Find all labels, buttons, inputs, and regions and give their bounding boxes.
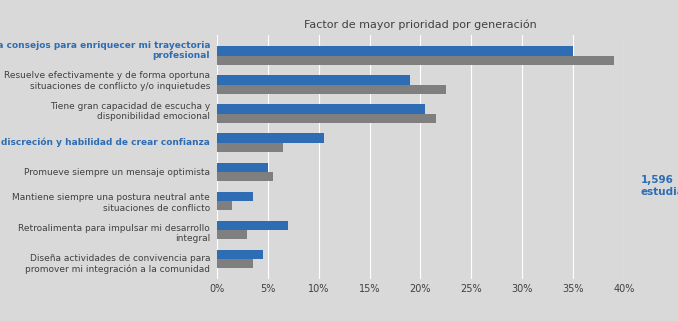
Bar [217,143,283,152]
Bar [217,201,232,210]
Bar [217,221,288,230]
Text: Retroalimenta para impulsar mi desarrollo
integral: Retroalimenta para impulsar mi desarroll… [18,224,210,243]
Bar [217,114,435,123]
Bar [217,75,410,85]
Bar [217,47,573,56]
Text: 1,596
estudiantes: 1,596 estudiantes [641,175,678,197]
Bar [217,162,268,172]
Text: Mantiene siempre una postura neutral ante
situaciones de conflicto: Mantiene siempre una postura neutral ant… [12,193,210,213]
Bar [217,259,252,268]
Bar [217,250,263,259]
Bar [217,85,446,94]
Text: Diseña actividades de convivencia para
promover mi integración a la comunidad: Diseña actividades de convivencia para p… [25,254,210,274]
Text: Ofrece discreción y habilidad de crear confianza: Ofrece discreción y habilidad de crear c… [0,137,210,147]
Title: Factor de mayor prioridad por generación: Factor de mayor prioridad por generación [304,20,537,30]
Bar [217,192,252,201]
Text: Resuelve efectivamente y de forma oportuna
situaciones de conflicto y/o inquietu: Resuelve efectivamente y de forma oportu… [4,71,210,91]
Bar [217,172,273,181]
Bar [217,134,324,143]
Bar [217,230,247,239]
Text: Promueve siempre un mensaje optimista: Promueve siempre un mensaje optimista [24,168,210,177]
Bar [217,104,426,114]
Text: Brinda consejos para enriquecer mi trayectoria
profesional: Brinda consejos para enriquecer mi traye… [0,41,210,60]
Text: Tiene gran capacidad de escucha y
disponibilidad emocional: Tiene gran capacidad de escucha y dispon… [50,102,210,121]
Bar [217,56,614,65]
